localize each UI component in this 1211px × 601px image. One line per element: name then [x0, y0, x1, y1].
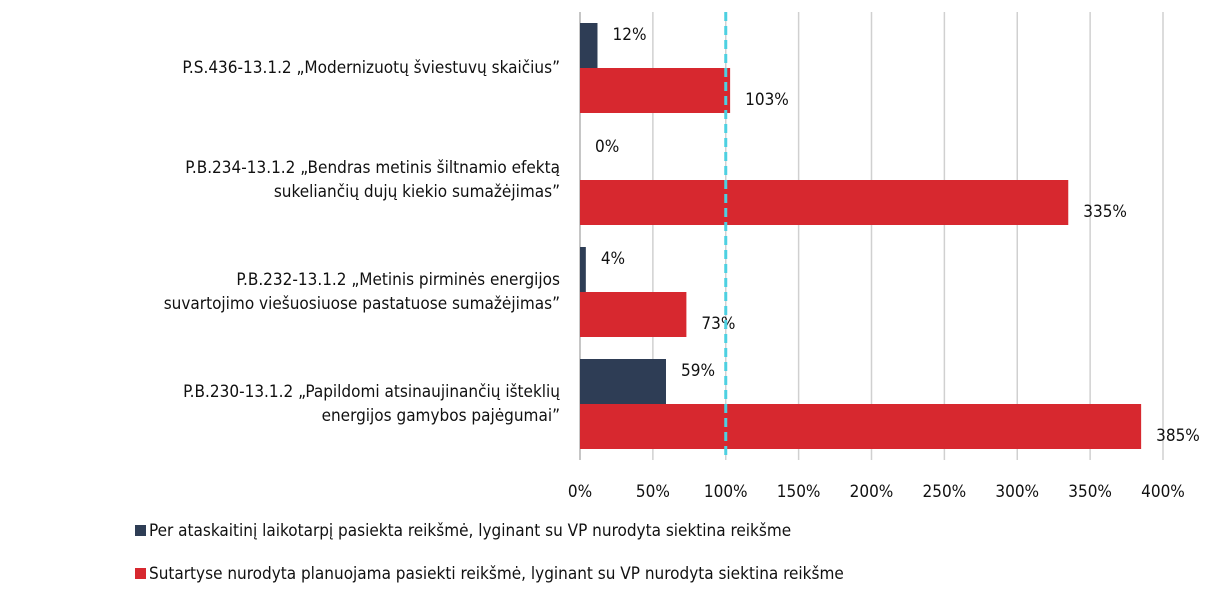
bar [580, 359, 666, 404]
category-label: P.B.234-13.1.2 „Bendras metinis šiltnami… [185, 158, 560, 178]
x-tick-label: 400% [1141, 482, 1185, 502]
category-label: sukeliančių dujų kiekio sumažėjimas” [274, 182, 560, 202]
category-label: energijos gamybos pajėgumai” [322, 406, 560, 426]
x-tick-label: 150% [777, 482, 821, 502]
value-label: 4% [601, 249, 625, 269]
value-label: 0% [595, 137, 619, 157]
legend-swatch [135, 568, 146, 579]
x-tick-label: 350% [1068, 482, 1112, 502]
x-tick-label: 50% [636, 482, 670, 502]
bar [580, 404, 1142, 449]
bar [580, 292, 687, 337]
value-label: 385% [1156, 426, 1200, 446]
x-tick-label: 0% [568, 482, 592, 502]
category-label: P.S.436-13.1.2 „Modernizuotų šviestuvų s… [182, 58, 560, 78]
bar [580, 68, 731, 113]
category-label: P.B.232-13.1.2 „Metinis pirminės energij… [236, 270, 560, 290]
value-label: 103% [745, 90, 789, 110]
value-label: 12% [612, 25, 646, 45]
category-label: P.B.230-13.1.2 „Papildomi atsinaujinanči… [183, 382, 560, 402]
bar [580, 247, 586, 292]
x-tick-label: 200% [850, 482, 894, 502]
bar [580, 23, 598, 68]
value-label: 335% [1083, 202, 1127, 222]
legend-label: Per ataskaitinį laikotarpį pasiekta reik… [149, 521, 791, 541]
x-tick-label: 250% [923, 482, 967, 502]
value-label: 59% [681, 361, 715, 381]
legend-swatch [135, 525, 146, 536]
value-label: 73% [701, 314, 735, 334]
category-label: suvartojimo viešuosiuose pastatuose suma… [164, 294, 560, 314]
bar [580, 180, 1069, 225]
x-tick-label: 100% [704, 482, 748, 502]
legend-label: Sutartyse nurodyta planuojama pasiekti r… [149, 564, 844, 584]
x-tick-label: 300% [995, 482, 1039, 502]
